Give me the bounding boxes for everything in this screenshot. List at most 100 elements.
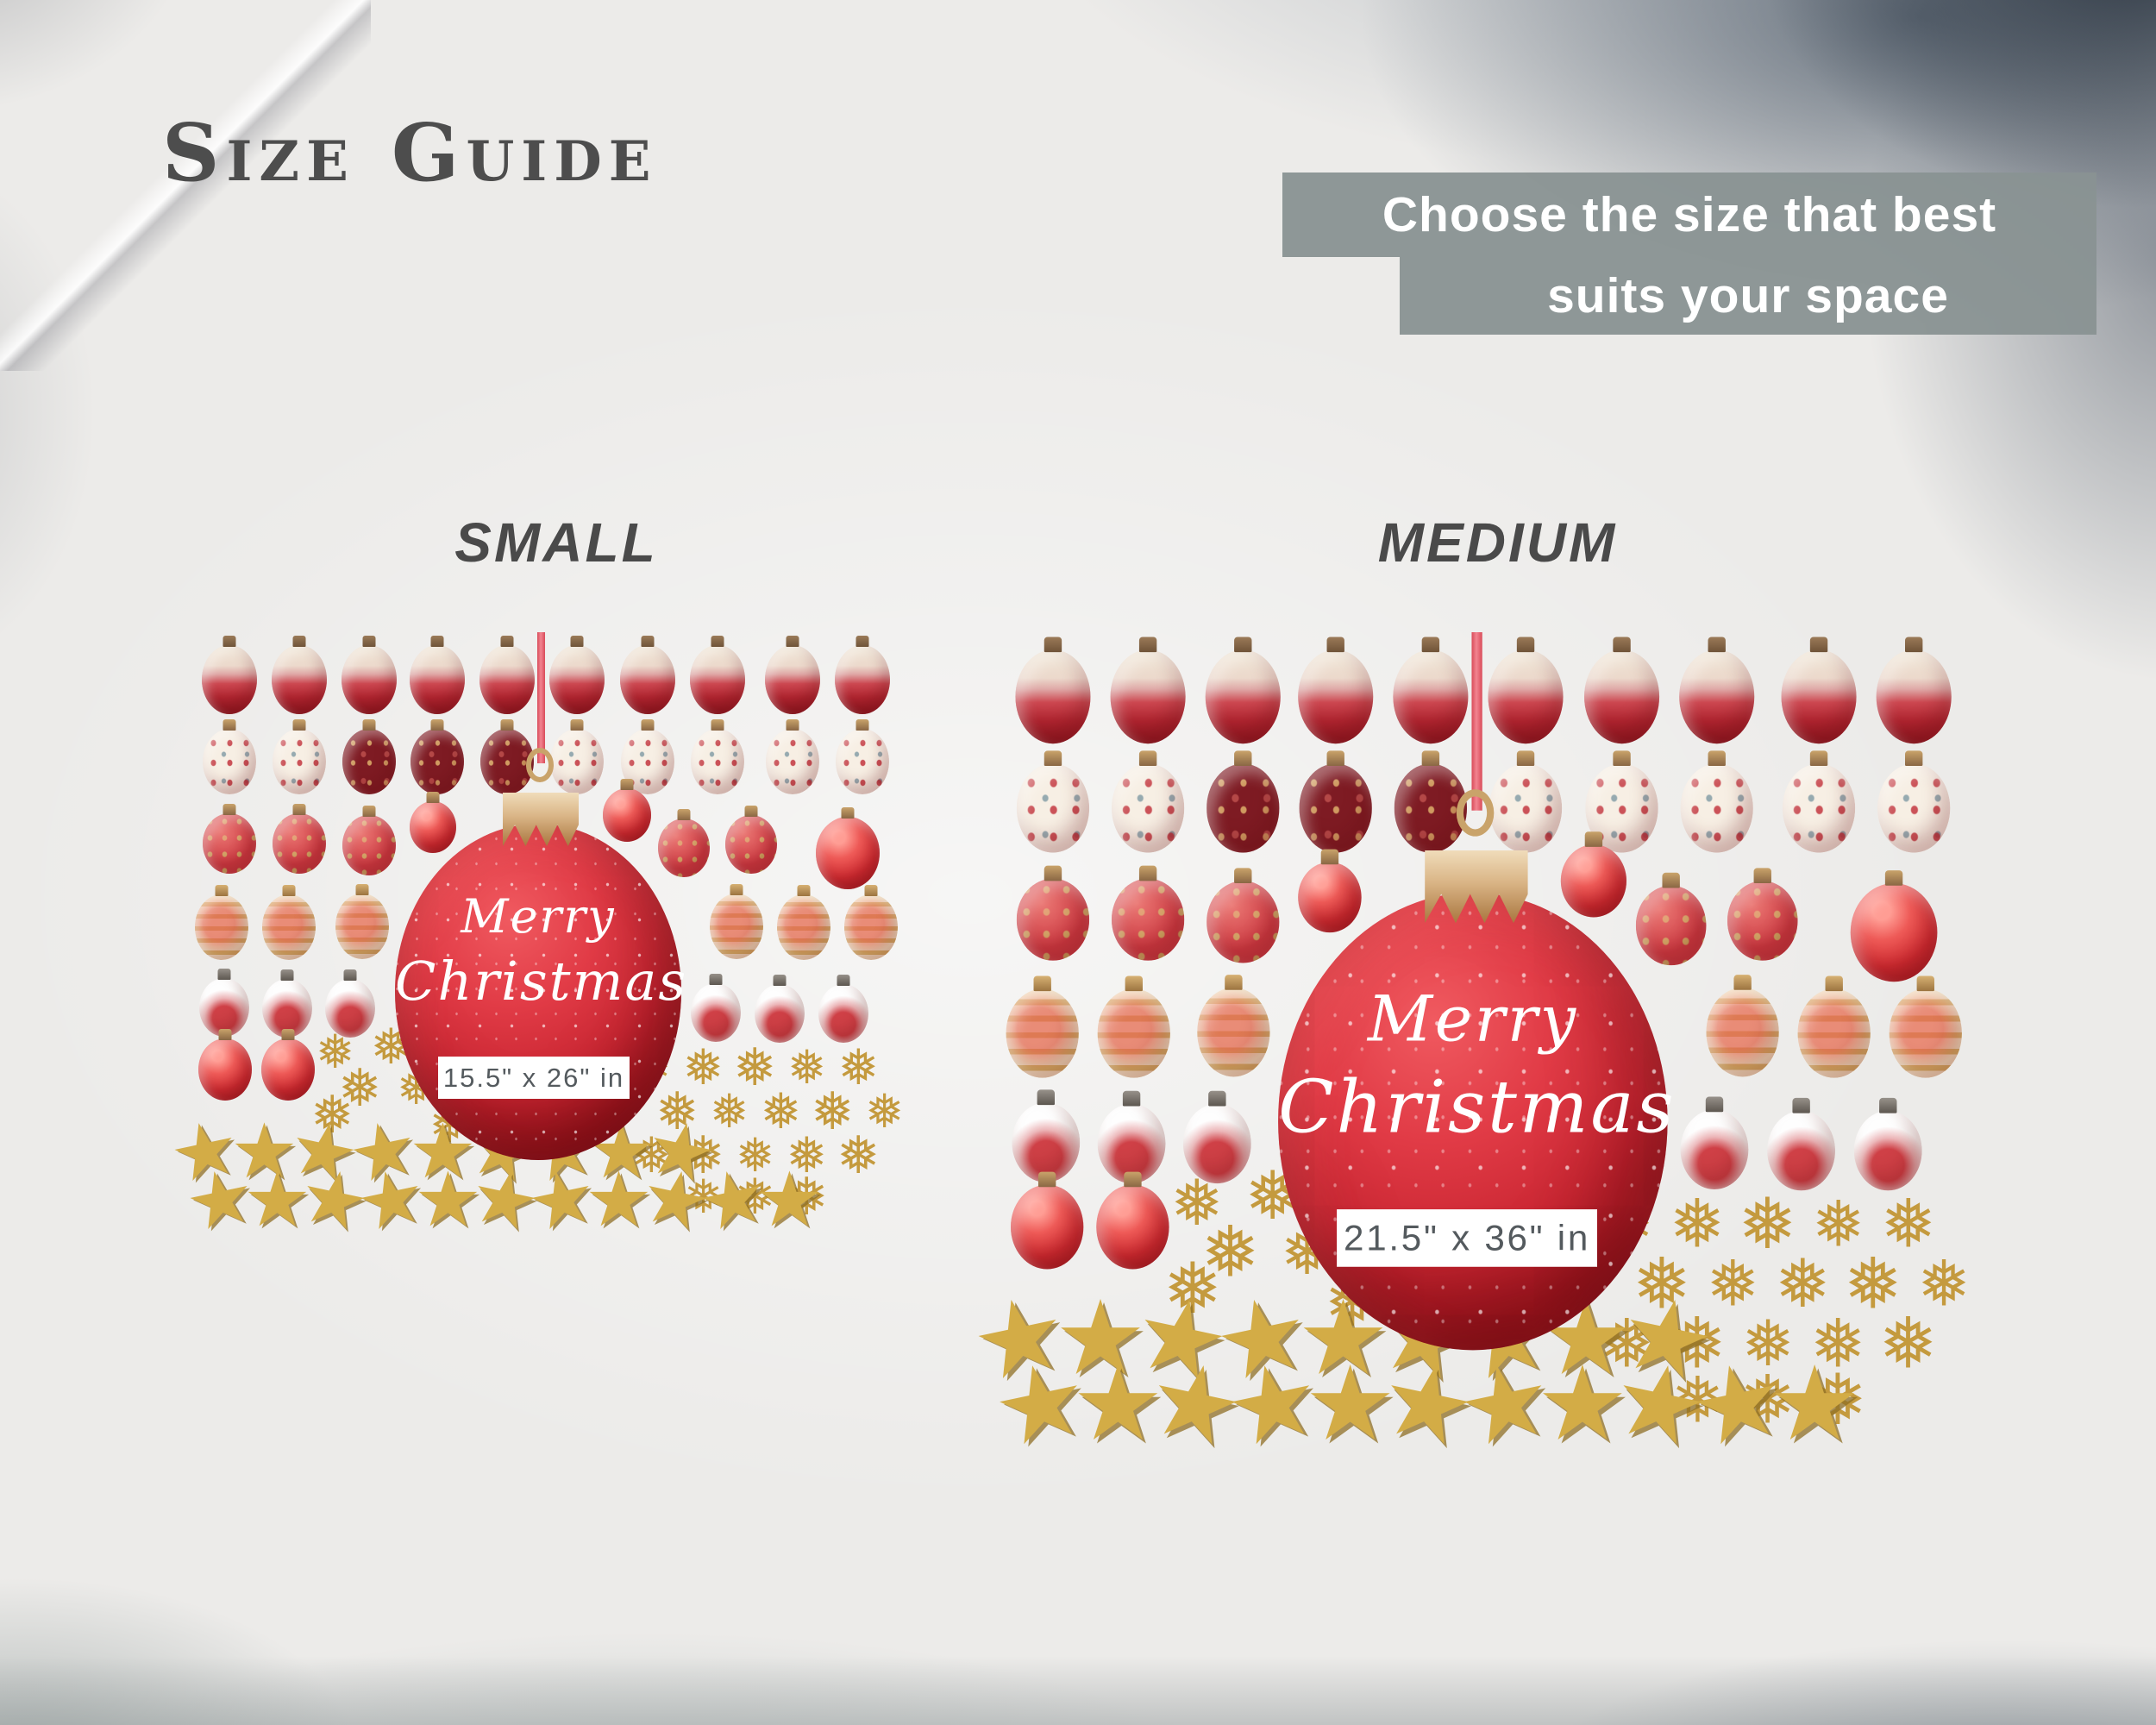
snowflake-icon: ❅ xyxy=(1741,1307,1795,1381)
bauble-cap xyxy=(1326,637,1344,653)
star-icon: ★ xyxy=(1304,1343,1397,1465)
page-title: Size Guide xyxy=(162,106,658,199)
bauble-cap xyxy=(1792,1097,1810,1113)
bauble-cap xyxy=(1138,750,1157,767)
bauble-cap xyxy=(215,885,229,896)
snowflake-icon: ❅ xyxy=(1667,1302,1727,1386)
merry-text: Merry xyxy=(461,889,616,944)
bauble-goldstripe xyxy=(710,884,763,959)
bauble-snowtop xyxy=(1584,637,1660,744)
bauble-cap xyxy=(1662,872,1680,888)
bauble-snowtop xyxy=(1110,637,1186,744)
bauble-cap xyxy=(864,885,878,896)
bauble-shiny xyxy=(261,1029,315,1101)
merry-text: Merry xyxy=(1367,982,1578,1056)
size-option-label-small: SMALL xyxy=(454,511,658,574)
snowflake-icon: ❅ xyxy=(1669,1185,1726,1263)
bauble-cap xyxy=(1138,637,1157,653)
bauble-dotred xyxy=(342,806,396,875)
snowflake-icon: ❅ xyxy=(785,1167,829,1227)
bauble-dotred xyxy=(1206,868,1280,963)
bauble-cap xyxy=(218,1029,232,1040)
bauble-cap xyxy=(711,719,724,731)
bauble-goldstripe xyxy=(262,885,316,960)
snowflake-icon: ❅ xyxy=(760,1082,802,1140)
snowflake-icon: ❅ xyxy=(1880,1185,1937,1263)
bauble-snowtop xyxy=(1393,637,1469,744)
snowflake-icon: ❅ xyxy=(1163,1248,1223,1331)
christmas-text: Christmas xyxy=(395,950,688,1013)
snowflake-icon: ❅ xyxy=(787,1040,827,1095)
bauble-cap xyxy=(1234,868,1252,884)
bauble-goldstripe xyxy=(844,885,898,960)
bauble-snowtop xyxy=(342,636,397,714)
bauble-shiny xyxy=(1560,831,1626,918)
bauble-cap xyxy=(292,804,306,815)
bauble-foliage xyxy=(1394,750,1468,853)
bauble-snowglobe xyxy=(1012,1089,1081,1182)
bauble-cap xyxy=(362,806,376,817)
snowflake-icon: ❅ xyxy=(865,1084,905,1138)
star-icon: ★ xyxy=(1054,1277,1147,1399)
bauble-snowtop xyxy=(1876,637,1952,744)
star-icon: ★ xyxy=(230,1107,298,1195)
bauble-foliage xyxy=(766,719,819,794)
snowflake-icon: ❅ xyxy=(1809,1304,1866,1383)
bauble-shiny xyxy=(198,1029,252,1101)
bauble-snowtop xyxy=(410,636,465,714)
bauble-cap xyxy=(1044,637,1062,653)
bauble-shiny xyxy=(816,807,880,889)
bauble-cap xyxy=(1037,1171,1056,1188)
snowflake-icon: ❅ xyxy=(734,1168,776,1226)
bauble-goldstripe xyxy=(335,884,389,959)
bauble-goldstripe xyxy=(195,885,248,960)
size-option-small: ❅❅❅❅❅❅❅❅❅❅❅❅❅❅❅❅❅❅❅❅❅❅❅❅★★★★★★★★★★★★★★★★… xyxy=(162,632,914,1250)
snowflake-icon: ❅ xyxy=(1200,1211,1260,1295)
bauble-shiny xyxy=(1850,870,1938,982)
bauble-cap xyxy=(641,636,655,647)
hanger-loop xyxy=(1456,789,1495,837)
bauble-cap xyxy=(1884,870,1903,886)
snowflake-icon: ❅ xyxy=(1808,1359,1868,1442)
bauble-cap xyxy=(711,636,724,647)
star-icon: ★ xyxy=(1071,1343,1165,1465)
bauble-cap xyxy=(500,719,514,731)
snowflake-icon: ❅ xyxy=(786,1126,828,1184)
bauble-foliage xyxy=(836,719,889,794)
snowflake-icon: ❅ xyxy=(655,1082,699,1142)
bauble-snowglobe xyxy=(691,974,741,1042)
snowflake-icon: ❅ xyxy=(1599,1304,1656,1383)
bauble-cap xyxy=(222,804,236,815)
size-dimensions-label: 21.5" x 36" in xyxy=(1337,1209,1597,1267)
bauble-cap xyxy=(1809,750,1828,767)
bauble-dotred xyxy=(1635,872,1707,966)
bauble-cap xyxy=(1033,975,1051,992)
bauble-cap xyxy=(1825,975,1843,992)
bauble-cap xyxy=(786,636,799,647)
bauble-goldstripe xyxy=(1197,975,1270,1077)
bauble-cap xyxy=(1613,637,1631,653)
snowflake-icon: ❅ xyxy=(1738,1183,1797,1266)
bauble-cap xyxy=(292,636,306,647)
main-ornament: Merry Christmas 21.5" x 36" in xyxy=(1278,892,1674,1351)
snowflake-icon: ❅ xyxy=(630,1126,673,1184)
star-icon: ★ xyxy=(1768,1343,1861,1465)
bauble-foliage xyxy=(1206,750,1280,853)
bauble-goldstripe xyxy=(1097,975,1170,1078)
snowflake-icon: ❅ xyxy=(684,1170,724,1224)
bauble-shiny xyxy=(603,779,651,842)
bauble-cap xyxy=(362,636,376,647)
bauble-foliage xyxy=(1877,750,1951,853)
bauble-dotred xyxy=(1016,865,1090,961)
bauble-cap xyxy=(570,719,584,731)
bauble-cap xyxy=(362,719,376,731)
bauble-cap xyxy=(1138,865,1157,881)
bauble-cap xyxy=(1208,1090,1226,1107)
bauble-snowglobe xyxy=(325,969,375,1038)
bauble-cap xyxy=(343,969,357,981)
bauble-foliage xyxy=(273,719,326,794)
bauble-cap xyxy=(426,792,440,803)
bauble-snowglobe xyxy=(1767,1097,1836,1191)
bauble-snowglobe xyxy=(755,975,805,1043)
